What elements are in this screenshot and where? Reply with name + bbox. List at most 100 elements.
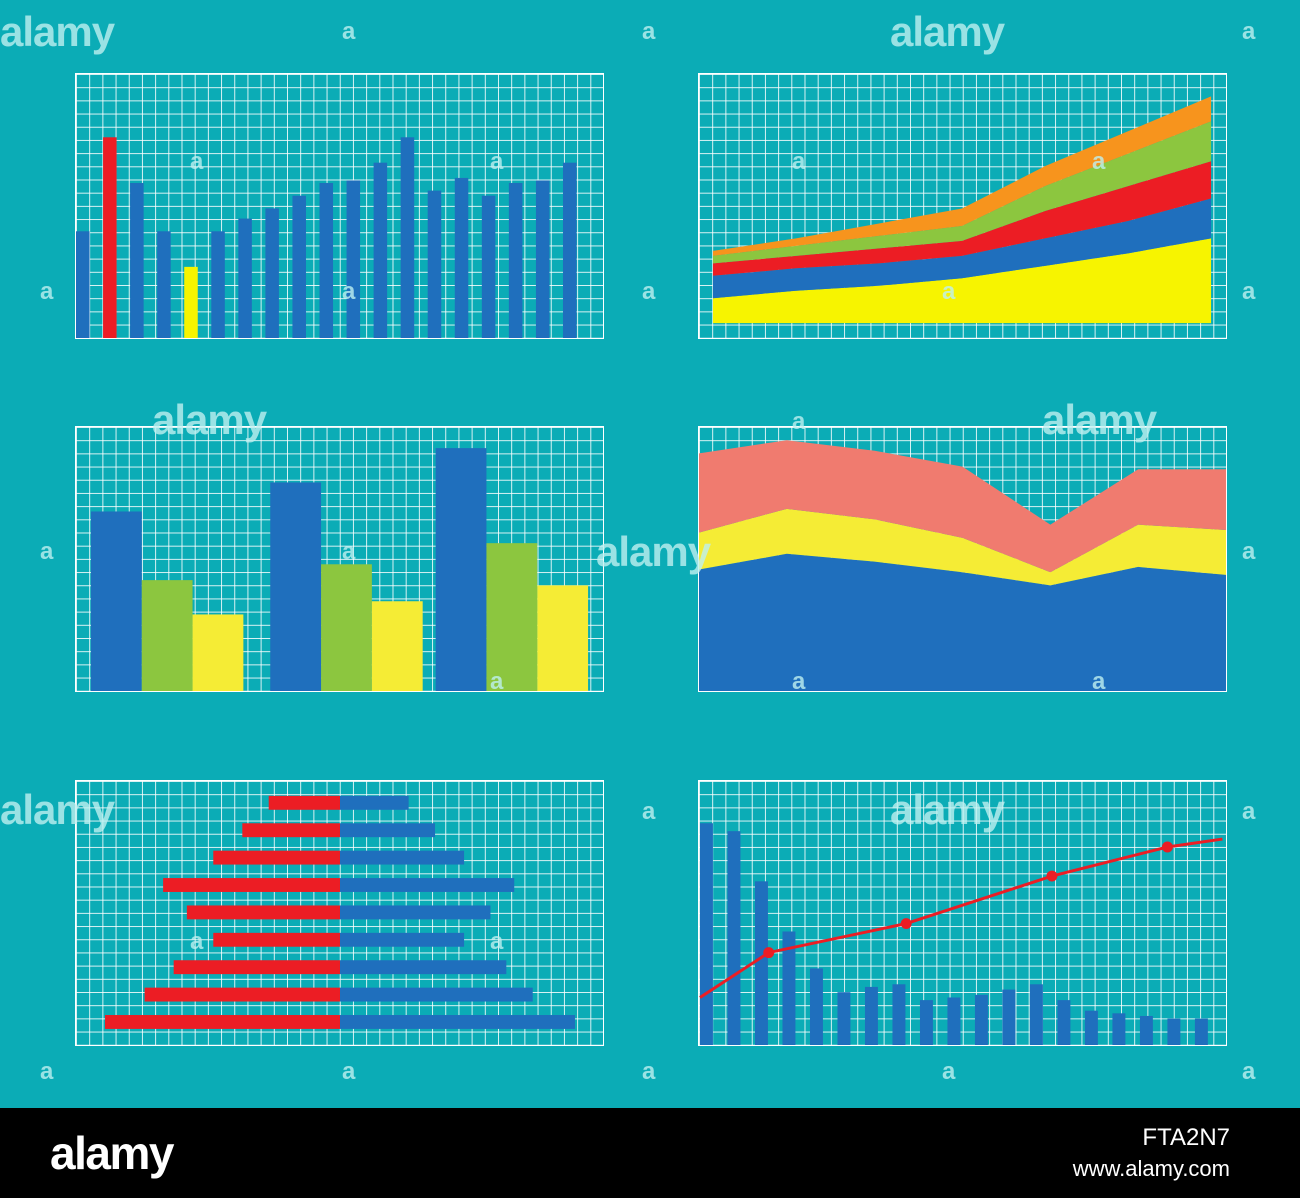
- bar: [339, 850, 465, 865]
- stacked-area-wave-plot: [699, 440, 1226, 691]
- bar: [339, 878, 515, 892]
- bar: [339, 823, 436, 838]
- watermark-mark: a: [40, 278, 53, 305]
- watermark-mark: a: [642, 18, 655, 45]
- watermark-mark: a: [342, 18, 355, 45]
- bar: [339, 960, 507, 975]
- bar: [481, 195, 496, 338]
- bar: [76, 231, 90, 338]
- bar-chart-single-plot: [76, 137, 577, 338]
- diverging-bar-chart: [75, 780, 604, 1046]
- footer-url: www.alamy.com: [1072, 1156, 1230, 1181]
- bar-chart-single: [75, 73, 604, 339]
- bar: [192, 614, 244, 691]
- bar: [238, 218, 252, 338]
- bar: [339, 1015, 575, 1029]
- bar: [1112, 1013, 1126, 1045]
- bar: [268, 795, 340, 810]
- bar: [371, 601, 423, 691]
- watermark-mark: a: [40, 1058, 53, 1085]
- bar: [427, 190, 442, 338]
- area-band: [712, 161, 1212, 276]
- area-band: [699, 508, 1226, 586]
- bar: [242, 823, 340, 838]
- bar: [537, 585, 589, 691]
- bar: [1029, 984, 1043, 1045]
- bar: [130, 183, 144, 338]
- area-band: [712, 198, 1212, 299]
- watermark-mark: a: [642, 278, 655, 305]
- diverging-bar-plot: [105, 795, 575, 1029]
- area-band: [699, 553, 1226, 691]
- bar: [346, 180, 361, 338]
- line-point: [1161, 841, 1173, 853]
- bar: [562, 162, 577, 338]
- bar: [400, 137, 415, 338]
- bar: [892, 984, 906, 1045]
- watermark-mark: a: [642, 1058, 655, 1085]
- stacked-area-rising-plot: [712, 96, 1212, 324]
- bar: [727, 831, 741, 1045]
- grouped-bar-chart: [75, 426, 604, 692]
- bar: [105, 1015, 340, 1029]
- bar: [184, 266, 198, 338]
- bar: [508, 183, 523, 338]
- bar: [339, 987, 533, 1002]
- stacked-area-chart-wave: [698, 426, 1227, 692]
- grouped-bar-plot: [90, 448, 589, 691]
- bar: [265, 208, 279, 338]
- bar: [947, 997, 961, 1045]
- bar: [339, 932, 465, 947]
- watermark-mark: a: [1242, 18, 1255, 45]
- series-line: [699, 837, 1223, 999]
- bar: [1084, 1010, 1098, 1045]
- bar: [699, 823, 713, 1045]
- bar: [809, 968, 823, 1045]
- bar: [339, 795, 409, 810]
- watermark-mark: a: [342, 1058, 355, 1085]
- bar: [163, 878, 340, 892]
- bar: [1194, 1018, 1208, 1045]
- watermark-mark: a: [40, 538, 53, 565]
- bar: [186, 905, 340, 920]
- bar: [974, 994, 988, 1045]
- bar: [782, 931, 796, 1045]
- stacked-area-chart-rising: [698, 73, 1227, 339]
- footer-bar: alamy FTA2N7 www.alamy.com: [0, 1108, 1300, 1198]
- bar: [1002, 989, 1016, 1045]
- watermark-text: alamy: [0, 8, 115, 55]
- bar: [211, 231, 225, 338]
- bar: [339, 905, 491, 920]
- line-point: [1046, 870, 1058, 882]
- bar: [141, 580, 193, 691]
- area-band: [712, 96, 1212, 256]
- bar: [754, 881, 768, 1045]
- bar: [90, 511, 142, 691]
- bar: [373, 162, 388, 338]
- watermark-text: alamy: [596, 528, 711, 575]
- footer-logo: alamy: [50, 1127, 174, 1179]
- bar: [1139, 1015, 1153, 1045]
- bar: [292, 195, 306, 338]
- bar: [919, 1000, 933, 1045]
- bar: [1057, 1000, 1071, 1045]
- bar: [486, 543, 538, 691]
- bar: [270, 482, 322, 691]
- area-band: [712, 238, 1212, 324]
- footer-image-id: FTA2N7: [1142, 1124, 1230, 1151]
- area-band: [699, 440, 1226, 573]
- bar: [157, 231, 171, 338]
- bar: [837, 992, 851, 1045]
- bar: [435, 448, 487, 691]
- watermark-mark: a: [1242, 278, 1255, 305]
- bar: [144, 987, 340, 1002]
- bar: [173, 960, 340, 975]
- watermark-mark: a: [642, 798, 655, 825]
- bar: [319, 183, 334, 338]
- bar: [321, 564, 372, 691]
- watermark-mark: a: [1242, 1058, 1255, 1085]
- bar-line-combo-chart: [698, 780, 1227, 1046]
- bar: [454, 177, 469, 338]
- bar-line-combo-plot: [699, 823, 1223, 1045]
- bar: [213, 850, 340, 865]
